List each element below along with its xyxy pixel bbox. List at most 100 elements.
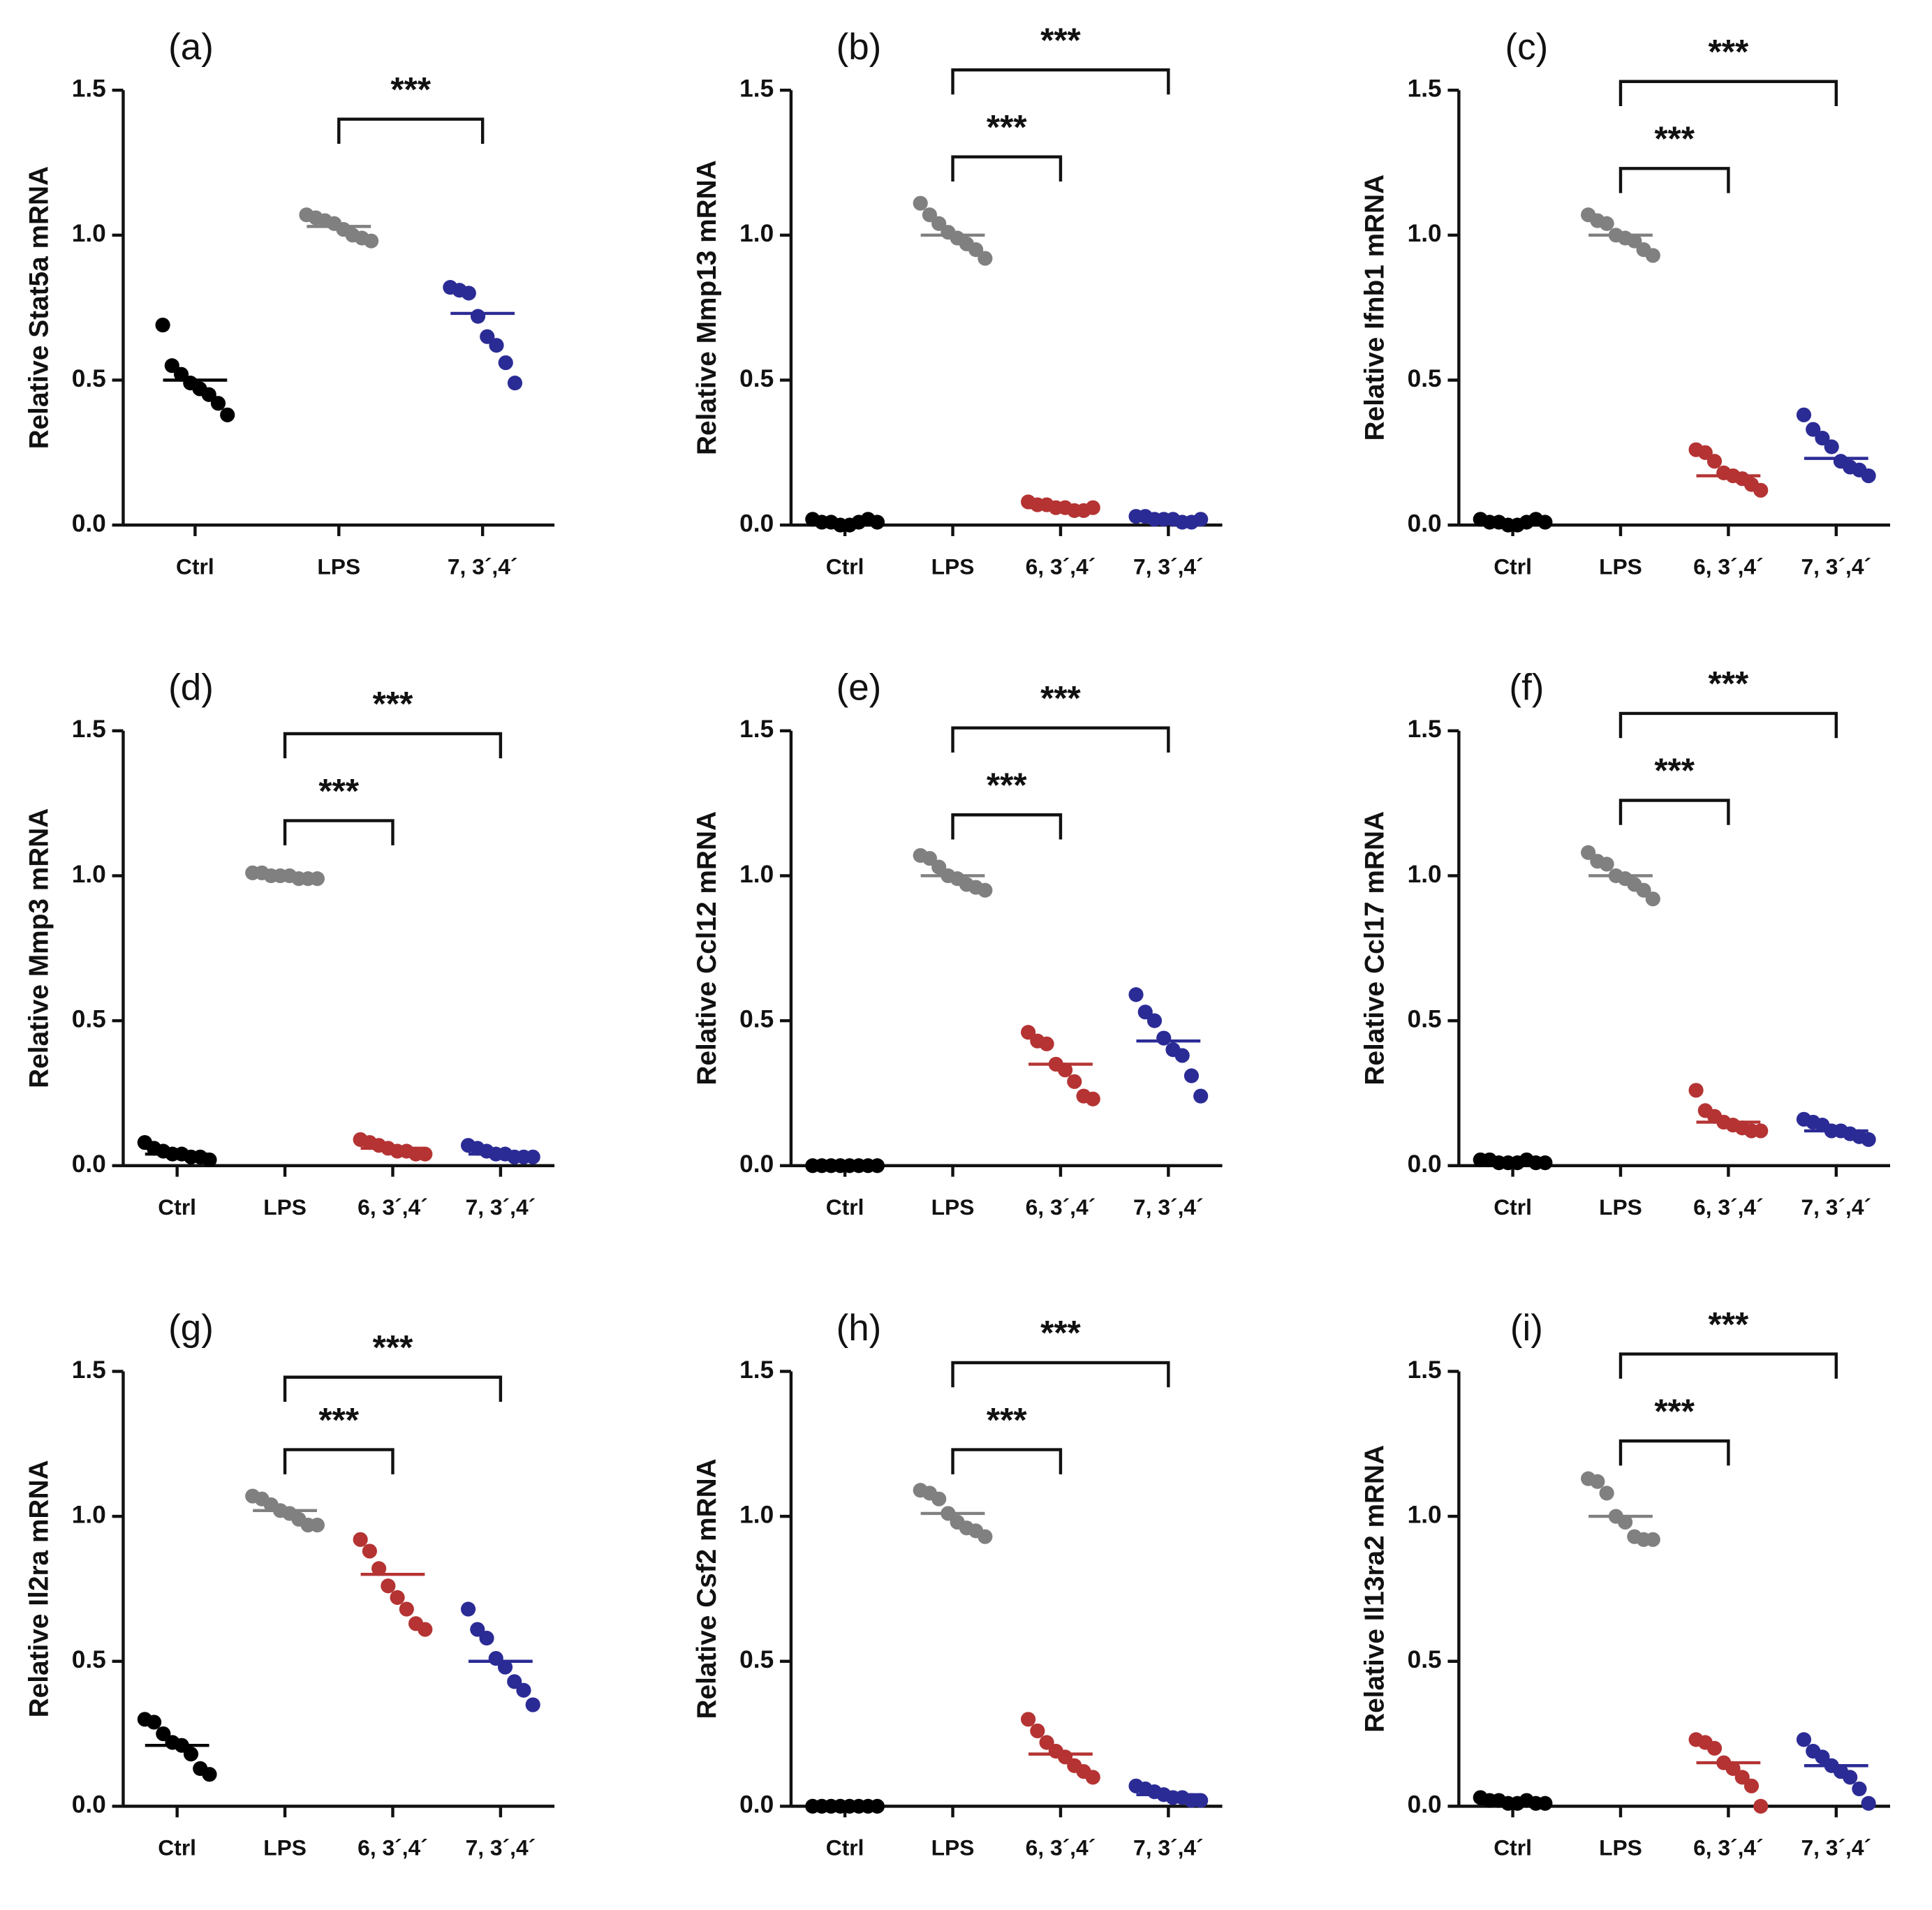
data-point xyxy=(525,1697,540,1712)
data-point xyxy=(371,1561,387,1576)
data-point xyxy=(1590,1474,1605,1489)
x-tick-label: 6, 3´,4´ xyxy=(357,1194,428,1220)
data-point xyxy=(968,242,984,258)
significance-bracket xyxy=(951,1448,1063,1474)
y-tick-label: 1.5 xyxy=(739,75,774,103)
y-tick-label: 1.0 xyxy=(1408,861,1442,888)
significance-bracket xyxy=(283,732,503,759)
x-tick-label: Ctrl xyxy=(826,554,864,579)
data-point xyxy=(155,317,170,333)
significance-label: *** xyxy=(1654,120,1695,158)
data-point xyxy=(507,1674,522,1689)
data-point xyxy=(1030,1723,1045,1738)
significance-bracket xyxy=(1618,711,1838,739)
y-tick-label: 1.5 xyxy=(72,1356,106,1384)
x-tick-label: 6, 3´,4´ xyxy=(1026,1194,1096,1220)
y-tick-label: 0.5 xyxy=(72,1005,106,1032)
data-point xyxy=(399,1601,414,1617)
significance-label: *** xyxy=(1040,1314,1081,1352)
y-axis-label: Relative Il13ra2 mRNA xyxy=(1359,1445,1389,1733)
data-point xyxy=(381,1578,396,1594)
data-point xyxy=(1085,1091,1100,1106)
y-tick-label: 0.0 xyxy=(1408,1150,1442,1178)
x-tick-label: Ctrl xyxy=(158,1194,196,1220)
data-point xyxy=(1861,1132,1876,1147)
x-tick-label: LPS xyxy=(1599,1835,1642,1860)
x-tick-label: 6, 3´,4´ xyxy=(357,1835,428,1860)
data-point xyxy=(479,1630,494,1646)
y-axis-label: Relative Ccl12 mRNA xyxy=(692,811,722,1086)
data-point xyxy=(931,216,947,231)
data-point xyxy=(1843,1770,1858,1785)
data-point xyxy=(1753,1123,1769,1139)
data-point xyxy=(1538,514,1553,530)
y-tick-label: 1.5 xyxy=(739,1356,774,1384)
y-tick-label: 0.5 xyxy=(739,365,774,392)
significance-bracket xyxy=(283,819,394,845)
significance-bracket xyxy=(1618,80,1838,107)
significance-label: *** xyxy=(987,1401,1027,1439)
data-point xyxy=(202,1152,217,1168)
x-tick-label: LPS xyxy=(1599,1194,1642,1220)
y-tick-label: 0.0 xyxy=(739,1150,774,1178)
significance-bracket xyxy=(1618,167,1730,193)
y-axis-label: Relative Csf2 mRNA xyxy=(692,1458,722,1719)
data-point xyxy=(164,358,179,373)
significance-bracket xyxy=(951,726,1170,753)
x-tick-label: 7, 3´,4´ xyxy=(1801,1835,1872,1860)
y-axis-label: Relative Mmp3 mRNA xyxy=(24,808,54,1088)
x-tick-label: 7, 3´,4´ xyxy=(1133,554,1204,579)
data-point xyxy=(146,1715,162,1730)
significance-label: *** xyxy=(1654,1392,1695,1430)
significance-bracket xyxy=(951,813,1063,840)
x-tick-label: 7, 3´,4´ xyxy=(466,1194,536,1220)
significance-label: *** xyxy=(1709,1305,1749,1344)
x-tick-label: 7, 3´,4´ xyxy=(1133,1194,1204,1220)
significance-bracket xyxy=(337,117,485,145)
y-tick-label: 1.5 xyxy=(1408,716,1442,743)
significance-label: *** xyxy=(1040,21,1081,59)
data-point xyxy=(1706,1740,1723,1756)
data-point xyxy=(183,1747,199,1762)
data-point xyxy=(156,1726,171,1742)
data-point xyxy=(1599,216,1614,231)
significance-bracket xyxy=(951,155,1063,182)
y-tick-label: 0.0 xyxy=(72,510,106,537)
x-tick-label: 6, 3´,4´ xyxy=(1693,554,1764,579)
panel-label: (g) xyxy=(168,1308,214,1349)
y-tick-label: 0.0 xyxy=(1408,1791,1442,1819)
y-tick-label: 0.5 xyxy=(72,365,106,392)
data-point xyxy=(460,1601,476,1617)
data-point xyxy=(1697,445,1713,460)
data-point xyxy=(1128,987,1144,1002)
data-point xyxy=(1599,857,1614,872)
data-point xyxy=(1599,1486,1614,1501)
significance-bracket xyxy=(1618,799,1730,825)
panel-label: (c) xyxy=(1505,27,1549,68)
data-point xyxy=(1137,1005,1153,1020)
data-point xyxy=(498,355,513,371)
data-point xyxy=(1824,439,1839,454)
x-tick-label: LPS xyxy=(1599,554,1642,579)
y-tick-label: 1.0 xyxy=(1408,220,1442,247)
data-point xyxy=(1618,1514,1633,1530)
data-point xyxy=(202,1767,217,1782)
significance-label: *** xyxy=(1709,33,1749,71)
y-tick-label: 0.0 xyxy=(72,1150,106,1178)
data-point xyxy=(913,195,928,211)
data-point xyxy=(1815,1749,1830,1765)
panel-label: (i) xyxy=(1510,1308,1543,1349)
data-point xyxy=(922,207,938,223)
data-point xyxy=(470,1622,485,1637)
y-tick-label: 1.0 xyxy=(739,220,774,247)
y-axis-label: Relative Il2ra mRNA xyxy=(24,1460,54,1717)
data-point xyxy=(869,1158,885,1174)
significance-label: *** xyxy=(318,772,359,810)
x-tick-label: 6, 3´,4´ xyxy=(1026,554,1096,579)
data-point xyxy=(1021,1712,1036,1727)
data-point xyxy=(173,367,189,382)
data-point xyxy=(1538,1155,1553,1171)
data-point xyxy=(931,859,947,875)
y-tick-label: 0.5 xyxy=(1408,1005,1442,1032)
y-tick-label: 0.0 xyxy=(739,1791,774,1819)
